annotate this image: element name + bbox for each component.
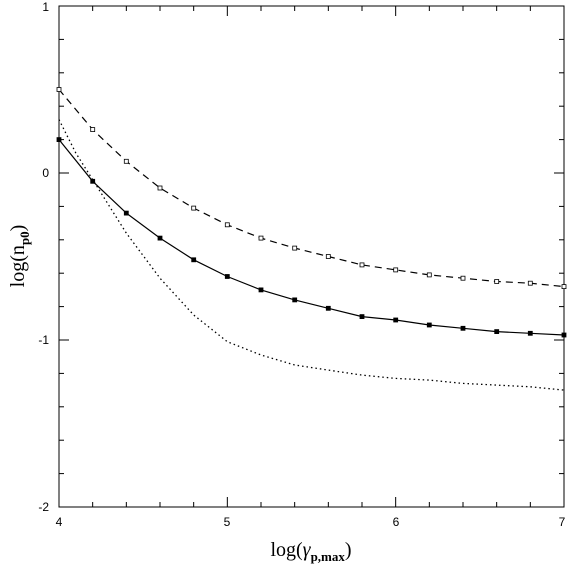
y-axis-title: log(np0) bbox=[7, 225, 32, 288]
x-tick-label: 7 bbox=[559, 515, 566, 529]
data-point bbox=[224, 274, 230, 279]
y-tick-label: 0 bbox=[42, 166, 49, 180]
data-point bbox=[359, 262, 365, 268]
axis-ticks bbox=[58, 5, 565, 508]
y-tick-label: 1 bbox=[42, 0, 49, 14]
data-point bbox=[224, 222, 230, 228]
data-point bbox=[527, 280, 533, 286]
data-point bbox=[426, 272, 432, 278]
data-point bbox=[460, 325, 466, 331]
x-tick-label: 5 bbox=[224, 515, 231, 529]
data-point bbox=[494, 279, 500, 284]
data-point bbox=[325, 254, 331, 259]
data-point bbox=[561, 332, 567, 338]
series-line-dotted bbox=[58, 119, 565, 391]
data-point bbox=[359, 314, 365, 320]
series-layer bbox=[56, 87, 567, 391]
data-point bbox=[426, 322, 432, 328]
x-axis-title-subscript: p,max bbox=[311, 549, 346, 564]
data-point bbox=[292, 245, 298, 251]
data-point bbox=[123, 158, 129, 164]
x-axis-title-main: log( bbox=[270, 539, 303, 561]
x-tick-label: 6 bbox=[393, 515, 400, 529]
data-point bbox=[258, 235, 264, 241]
data-point bbox=[393, 317, 399, 323]
y-axis-title-close: ) bbox=[7, 225, 29, 232]
data-point bbox=[56, 137, 62, 143]
data-point bbox=[90, 127, 96, 132]
data-point bbox=[56, 87, 62, 92]
data-point bbox=[393, 267, 399, 273]
y-tick-label: -2 bbox=[38, 500, 49, 514]
x-axis-title: log(γp,max) bbox=[270, 539, 351, 564]
series-line-dashed bbox=[58, 89, 565, 288]
x-tick-label: 4 bbox=[56, 515, 63, 529]
data-point bbox=[460, 275, 466, 281]
y-tick-label: -1 bbox=[38, 333, 49, 347]
series-line-solid bbox=[58, 139, 565, 336]
data-point bbox=[123, 210, 129, 216]
plot-frame bbox=[58, 5, 565, 508]
data-point bbox=[494, 329, 500, 335]
data-point bbox=[191, 257, 197, 263]
data-point bbox=[325, 305, 331, 311]
x-axis-title-greek: γ bbox=[303, 539, 312, 561]
y-axis-title-main: log(n bbox=[7, 245, 29, 287]
y-axis-title-subscript: p0 bbox=[17, 231, 32, 245]
data-point bbox=[258, 287, 264, 293]
data-point bbox=[191, 205, 197, 211]
data-point bbox=[292, 297, 298, 303]
data-point bbox=[561, 284, 567, 290]
data-point bbox=[527, 330, 533, 336]
x-axis-title-close: ) bbox=[345, 539, 352, 561]
data-point bbox=[157, 235, 163, 241]
data-point bbox=[157, 185, 163, 191]
